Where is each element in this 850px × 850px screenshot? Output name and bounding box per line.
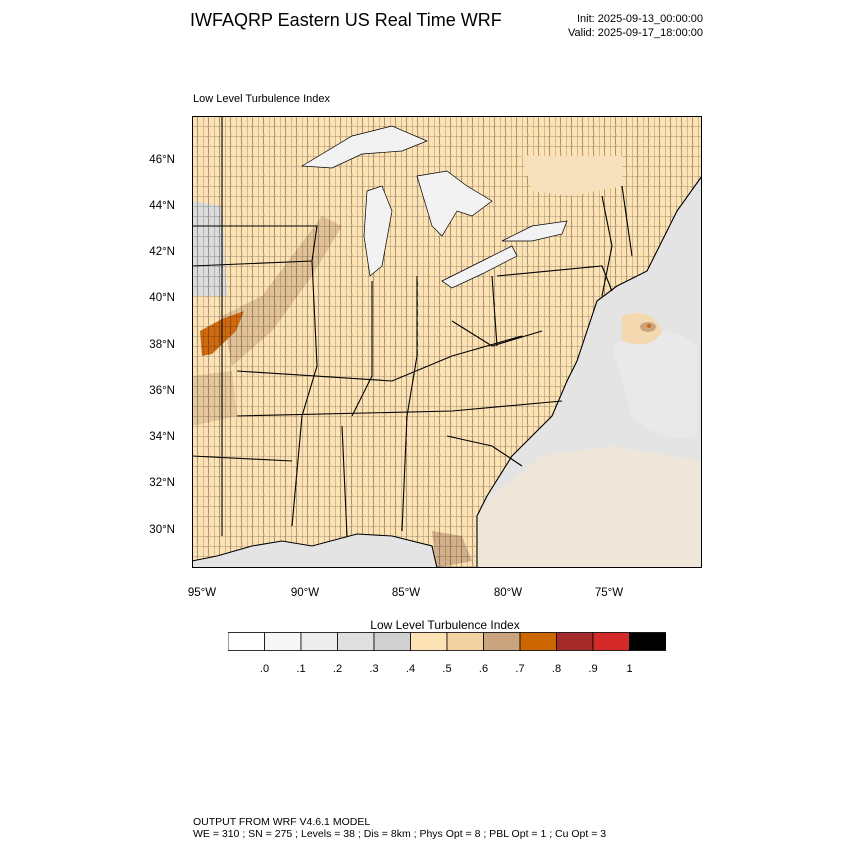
colorbar-box <box>264 632 302 651</box>
lat-label-46: 46°N <box>149 154 175 166</box>
footer-model: OUTPUT FROM WRF V4.6.1 MODEL <box>193 816 371 828</box>
colorbar-tick-label: .6 <box>478 663 489 675</box>
lat-label-34: 34°N <box>149 431 175 443</box>
ocean-light-patch <box>612 331 697 439</box>
colorbar-tick-label: .4 <box>405 663 416 675</box>
lat-label-42: 42°N <box>149 246 175 258</box>
colorbar-tick-label: .2 <box>332 663 343 675</box>
colorbar-box <box>228 632 265 651</box>
turbulence-map <box>192 116 702 568</box>
colorbar-box <box>592 632 630 651</box>
colorbar <box>228 632 666 651</box>
lat-label-40: 40°N <box>149 292 175 304</box>
canada-light <box>522 156 622 196</box>
map-border <box>192 116 702 568</box>
colorbar-tick-label: .3 <box>369 663 379 675</box>
colorbar-box <box>446 632 484 651</box>
plot-title: IWFAQRP Eastern US Real Time WRF <box>190 10 502 30</box>
lake-ontario <box>501 220 568 242</box>
colorbar-box <box>410 632 448 651</box>
lake-erie <box>441 245 518 289</box>
colorbar-tick-label: .7 <box>515 663 525 675</box>
lake-michigan <box>363 185 393 277</box>
ocean-shelf <box>442 446 702 568</box>
state-boundaries <box>192 116 633 537</box>
colorbar-tick-label: .8 <box>551 663 562 675</box>
colorbar-box <box>300 632 338 651</box>
lat-label-30: 30°N <box>149 524 175 536</box>
lat-label-36: 36°N <box>149 385 175 397</box>
map-subtitle: Low Level Turbulence Index <box>193 93 330 105</box>
colorbar-box <box>373 632 411 651</box>
colorbar-box <box>483 632 521 651</box>
colorbar-box <box>629 632 666 651</box>
footer-params: WE = 310 ; SN = 275 ; Levels = 38 ; Dis … <box>193 828 607 840</box>
colorbar-tick-label: 1 <box>626 663 633 675</box>
colorbar-tick-label: .9 <box>588 663 598 675</box>
lake-huron <box>416 170 493 237</box>
colorbar-title: Low Level Turbulence Index <box>370 618 520 632</box>
lon-label-95: 95°W <box>187 587 217 599</box>
colorbar-box <box>337 632 375 651</box>
init-time: Init: 2025-09-13_00:00:00 <box>577 13 703 25</box>
colorbar-tick-label: .1 <box>296 663 306 675</box>
colorbar-box <box>519 632 557 651</box>
lon-label-85: 85°W <box>391 587 421 599</box>
lat-label-38: 38°N <box>149 339 175 351</box>
lon-label-90: 90°W <box>290 587 320 599</box>
lat-label-44: 44°N <box>149 200 175 212</box>
colorbar-tick-label: .0 <box>259 663 270 675</box>
lon-label-80: 80°W <box>493 587 523 599</box>
colorbar-box <box>556 632 594 651</box>
ocean-hot-dot <box>647 324 651 328</box>
valid-time: Valid: 2025-09-17_18:00:00 <box>568 27 703 39</box>
coastline <box>192 175 702 568</box>
lake-superior <box>300 125 428 169</box>
lon-label-75: 75°W <box>594 587 624 599</box>
colorbar-tick-label: .5 <box>442 663 452 675</box>
lat-label-32: 32°N <box>149 477 175 489</box>
